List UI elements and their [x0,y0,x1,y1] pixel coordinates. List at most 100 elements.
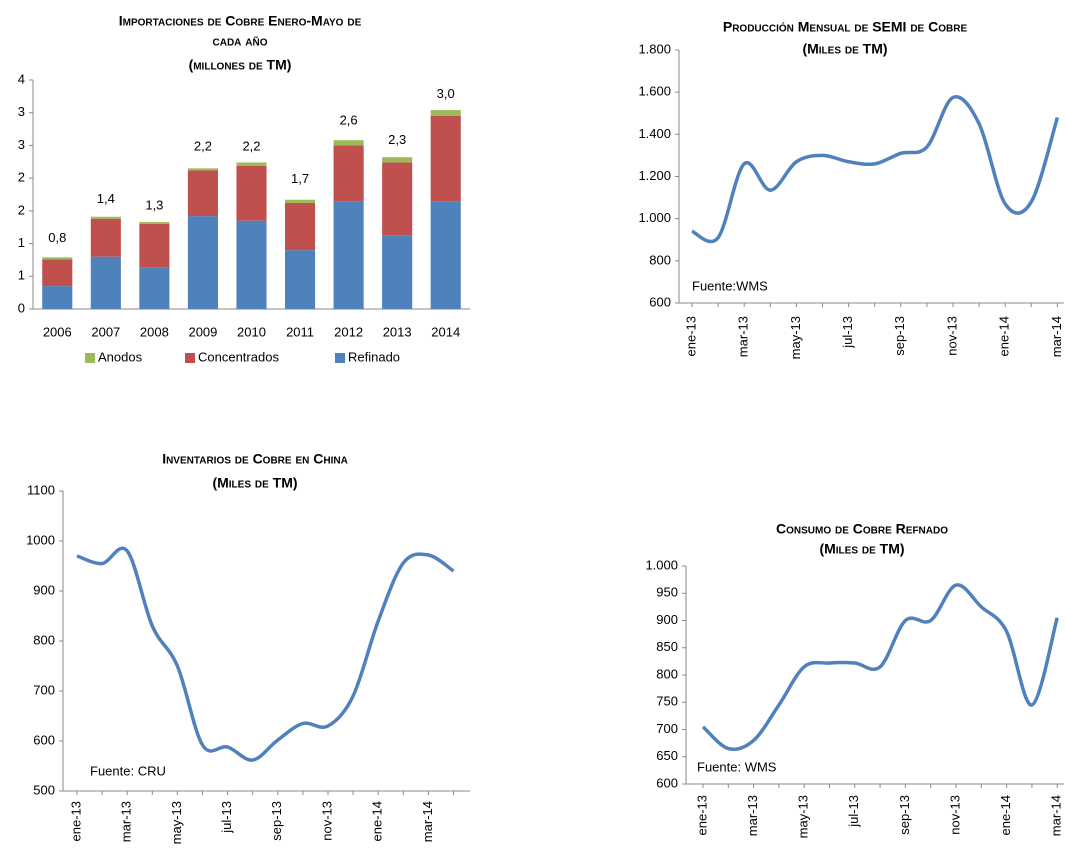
y-tick-label: 800 [33,632,55,647]
y-tick-label: 500 [33,782,55,797]
chart-title: Inventarios de Cobre en China [162,451,348,467]
bar-segment [42,259,73,287]
x-tick-label: 2006 [43,324,72,339]
y-tick-label: 1000 [26,532,55,547]
y-tick-label: 700 [33,682,55,697]
legend-swatch [85,353,95,363]
x-tick-label: 2010 [237,324,266,339]
legend-label: Anodos [98,349,143,364]
bar-segment [285,199,316,204]
bar-segment [236,165,267,221]
bar-segment [187,216,218,309]
x-tick-label: 2013 [383,324,412,339]
y-tick-label: 600 [649,294,671,309]
bar-segment [42,257,73,260]
x-tick-label: mar-14 [1049,795,1064,836]
x-tick-label: mar-14 [1049,316,1064,357]
x-tick-label: 2012 [334,324,363,339]
line-series [691,95,1060,244]
x-tick-label: 2008 [140,324,169,339]
x-tick-label: ene-14 [998,795,1013,835]
bar-segment [382,162,413,236]
bar-segment [285,250,316,309]
chart-subtitle: (millones de TM) [189,57,292,73]
bar-segment [139,221,170,224]
total-label: 2,6 [340,112,358,127]
bar-segment [90,218,121,257]
x-tick-label: mar-13 [736,316,751,357]
x-tick-label: sep-13 [892,316,907,356]
x-tick-label: 2011 [286,324,314,339]
bar-segment [90,216,121,219]
x-tick-label: mar-13 [119,801,134,842]
total-label: 1,7 [291,171,309,186]
bar-segment [236,220,267,309]
x-tick-label: 2007 [91,324,120,339]
legend-swatch [335,353,345,363]
chart-title: Producción Mensual de SEMI de Cobre [723,19,968,35]
x-tick-label: may-13 [169,801,184,844]
bar-segment [382,157,413,163]
x-tick-label: 2009 [188,324,217,339]
x-tick-label: 2014 [431,324,460,339]
bar-segment [285,203,316,251]
x-tick-label: sep-13 [269,801,284,841]
y-tick-label: 850 [656,639,678,654]
x-tick-label: nov-13 [319,801,334,841]
bar-segment [430,201,461,309]
x-tick-label: nov-13 [944,316,959,356]
bar-segment [187,170,218,217]
x-tick-label: may-13 [788,316,803,359]
x-tick-label: ene-14 [997,316,1012,356]
bar-segment [139,223,170,268]
chart-subtitle: (Miles de TM) [819,541,904,557]
annotation: Fuente: WMS [697,759,777,774]
legend-label: Refinado [348,349,400,364]
total-label: 2,2 [242,138,260,153]
x-tick-label: jul-13 [840,316,855,349]
total-label: 2,3 [388,132,406,147]
y-tick-label: 1.800 [638,41,671,56]
x-tick-label: nov-13 [947,795,962,835]
y-tick-label: 600 [33,732,55,747]
y-tick-label: 800 [649,252,671,267]
y-tick-label: 700 [656,721,678,736]
y-tick-label: 1.000 [638,210,671,225]
y-tick-label: 950 [656,585,678,600]
line-series [701,583,1059,752]
annotation: Fuente:WMS [692,278,768,293]
annotation: Fuente: CRU [90,763,166,778]
y-tick-label: 1.600 [638,84,671,99]
chart-subtitle: (Miles de TM) [212,475,297,491]
chart-title: Importaciones de Cobre Enero-Mayo de [119,13,362,29]
chart-title: Consumo de Cobre Refnado [776,521,948,537]
y-tick-label: 1.000 [645,557,678,572]
x-tick-label: jul-13 [219,801,234,834]
total-label: 1,4 [97,191,115,206]
y-tick-label: 2 [18,202,25,217]
bar-segment [42,286,73,309]
bar-segment [430,110,461,116]
y-tick-label: 1.200 [638,168,671,183]
x-tick-label: jul-13 [846,795,861,828]
y-tick-label: 750 [656,694,678,709]
total-label: 2,2 [194,138,212,153]
y-tick-label: 2 [18,170,25,185]
bar-segment [333,201,364,309]
bar-segment [333,140,364,146]
total-label: 0,8 [48,230,66,245]
legend-swatch [185,353,195,363]
bar-segment [187,168,218,171]
y-tick-label: 3 [18,137,25,152]
x-tick-label: mar-14 [420,801,435,842]
y-tick-label: 4 [18,71,25,86]
x-tick-label: ene-13 [683,316,698,356]
line-series [76,546,455,762]
x-tick-label: ene-13 [694,795,709,835]
bar-segment [333,145,364,202]
chart-subtitle: (Miles de TM) [802,41,887,57]
x-tick-label: may-13 [796,795,811,838]
y-tick-label: 0 [18,300,25,315]
y-tick-label: 650 [656,748,678,763]
y-tick-label: 1 [18,268,25,283]
